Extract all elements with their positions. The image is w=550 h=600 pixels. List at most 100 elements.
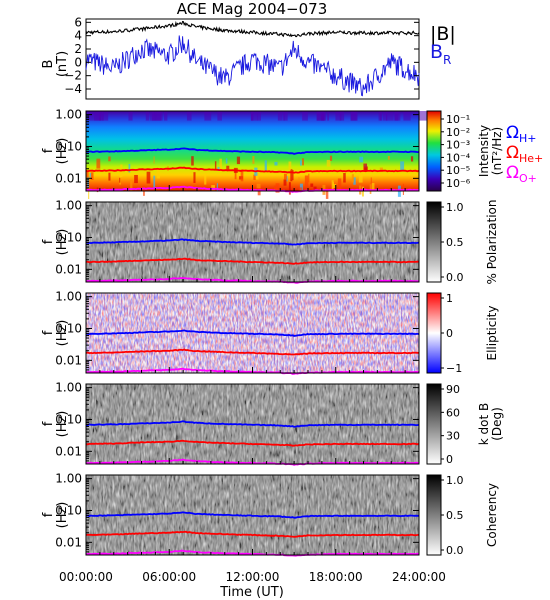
freq-ytick-label: 0.10 xyxy=(55,230,82,244)
panel-polarization: 1.00 0.10 0.01 f (Hz) 1.0 0.5 0.0 % Polarization xyxy=(41,199,499,285)
colorbar-label: k dot B xyxy=(477,403,491,445)
polarization-colorbar xyxy=(426,201,442,283)
colorbar-tick-label: 10⁻⁵ xyxy=(446,164,470,177)
colorbar-tick-label: 10⁻¹ xyxy=(446,113,470,126)
legend-omega-he-subscript: He+ xyxy=(519,152,543,165)
colorbar-tick-label: 10⁻⁴ xyxy=(446,151,471,164)
omega-he-line xyxy=(85,530,420,538)
b-ylabel: B xyxy=(41,60,56,69)
panel-ylabel-units: (Hz) xyxy=(55,320,70,347)
omega-h-line xyxy=(85,238,420,246)
b-ylabel-units: (nT) xyxy=(55,51,70,77)
panel-coherency: 1.00 0.10 0.01 f (Hz) 1.0 0.5 0.0 Coherency xyxy=(41,472,499,557)
omega-he-line xyxy=(85,166,420,174)
panel-ylabel-units: (Hz) xyxy=(55,138,70,165)
colorbar-tick-label: 1 xyxy=(446,292,453,305)
legend-b-total: |B| xyxy=(430,23,456,45)
panel-ylabel-units: (Hz) xyxy=(55,229,70,256)
omega-he-line xyxy=(85,257,419,265)
colorbar-tick-label: 0.5 xyxy=(446,509,464,522)
legend-omega-he: ΩHe+ xyxy=(506,143,543,165)
colorbar-tick-label: 0 xyxy=(446,327,453,340)
series-b-total xyxy=(85,20,420,38)
x-tick-label: 24:00:00 xyxy=(392,570,446,584)
colorbar-tick-label: 30 xyxy=(446,430,460,443)
coherency-colorbar xyxy=(426,474,442,556)
colorbar-tick-label: 10⁻³ xyxy=(446,139,470,152)
b-ytick-label: 0 xyxy=(74,55,82,69)
colorbar-tick-label: 0.0 xyxy=(446,271,464,284)
b-ytick-label: −4 xyxy=(64,82,82,96)
panel-intensity: 1.00 0.10 0.01 f (Hz) 10⁻¹10⁻²10⁻³10⁻⁴10⁻⁵10⁻… xyxy=(41,108,504,200)
legend-omega-h-symbol: Ω xyxy=(506,123,519,143)
freq-ytick-label: 0.10 xyxy=(55,412,82,426)
legend-omega-h-subscript: H+ xyxy=(519,132,537,145)
gyrofrequency-legend: ΩH+ ΩHe+ ΩO+ xyxy=(506,123,543,185)
legend-omega-he-symbol: Ω xyxy=(506,143,519,163)
kdotb-colorbar xyxy=(426,383,442,465)
panel-kdotb: 1.00 0.10 0.01 f (Hz) 90 60 30 0 k dot B (Deg) xyxy=(41,381,504,466)
panel-ylabel-units: (Hz) xyxy=(55,411,70,438)
freq-ytick-label: 0.01 xyxy=(55,353,82,367)
intensity-streaks xyxy=(86,111,427,200)
panel-ellipticity: 1.00 0.10 0.01 f (Hz) 1 0 −1 Ellipticity xyxy=(41,290,499,375)
colorbar-label: % Polarization xyxy=(485,200,499,285)
panel-ylabel: f xyxy=(41,330,56,335)
panel-ylabel: f xyxy=(41,421,56,426)
freq-ytick-label: 0.01 xyxy=(55,535,82,549)
x-axis-label: Time (UT) xyxy=(219,585,284,600)
panel-ylabel: f xyxy=(41,148,56,153)
colorbar-tick-label: 10⁻² xyxy=(446,126,470,139)
omega-he-line xyxy=(85,348,420,356)
freq-ytick-label: 0.01 xyxy=(55,171,82,185)
intensity-colorbar xyxy=(426,110,442,192)
freq-ytick-label: 1.00 xyxy=(55,472,82,486)
freq-ytick-label: 1.00 xyxy=(55,108,82,122)
freq-ytick-label: 1.00 xyxy=(55,290,82,304)
legend-b-r-subscript: R xyxy=(443,53,451,67)
omega-he-line xyxy=(85,439,420,447)
colorbar-tick-label: 90 xyxy=(446,383,460,396)
b-ytick-label: 6 xyxy=(74,15,82,29)
colorbar-tick-label: 1.0 xyxy=(446,201,464,214)
freq-ytick-label: 0.01 xyxy=(55,444,82,458)
colorbar-label: Intensity xyxy=(477,125,491,177)
colorbar-label: Ellipticity xyxy=(485,306,499,361)
spectral-panels: 1.000.100.01f (Hz)10⁻¹10⁻²10⁻³10⁻⁴10⁻⁵10⁻… xyxy=(41,108,504,557)
b-ytick-label: 2 xyxy=(74,42,82,56)
colorbar-tick-label: 0.5 xyxy=(446,236,464,249)
freq-ytick-label: 0.01 xyxy=(55,262,82,276)
freq-ytick-label: 1.00 xyxy=(55,199,82,213)
series-b-r xyxy=(85,35,420,97)
legend-omega-o-symbol: Ω xyxy=(506,163,519,183)
x-tick-label: 00:00:00 xyxy=(59,570,113,584)
b-ytick-label: −2 xyxy=(64,69,82,83)
time-axis: 00:00:00 06:00:00 12:00:00 18:00:00 24:00:00 xyxy=(59,570,446,584)
colorbar-tick-label: 60 xyxy=(446,406,460,419)
colorbar-label-units: (nT²/Hz) xyxy=(490,127,504,175)
legend-omega-o: ΩO+ xyxy=(506,163,537,185)
x-tick-label: 12:00:00 xyxy=(226,570,280,584)
legend-omega-h: ΩH+ xyxy=(506,123,537,145)
colorbar-label: Coherency xyxy=(485,483,499,547)
freq-ytick-label: 1.00 xyxy=(55,381,82,395)
panel-ylabel: f xyxy=(41,239,56,244)
chart-title: ACE Mag 2004−073 xyxy=(177,0,328,18)
panel-ylabel: f xyxy=(41,512,56,517)
legend-omega-o-subscript: O+ xyxy=(519,172,537,185)
panel-ylabel-units: (Hz) xyxy=(55,502,70,529)
colorbar-tick-label: 0 xyxy=(446,453,453,466)
omega-h-line xyxy=(85,420,420,428)
colorbar-tick-label: −1 xyxy=(446,362,462,375)
x-tick-label: 06:00:00 xyxy=(142,570,196,584)
ellipticity-colorbar xyxy=(426,292,442,374)
colorbar-tick-label: 1.0 xyxy=(446,474,464,487)
colorbar-tick-label: 0.0 xyxy=(446,544,464,557)
b-ytick-label: 4 xyxy=(74,29,82,43)
freq-ytick-label: 0.10 xyxy=(55,139,82,153)
x-tick-label: 18:00:00 xyxy=(309,570,363,584)
legend-b-r: BR xyxy=(430,41,451,67)
colorbar-label-units: (Deg) xyxy=(490,407,504,441)
